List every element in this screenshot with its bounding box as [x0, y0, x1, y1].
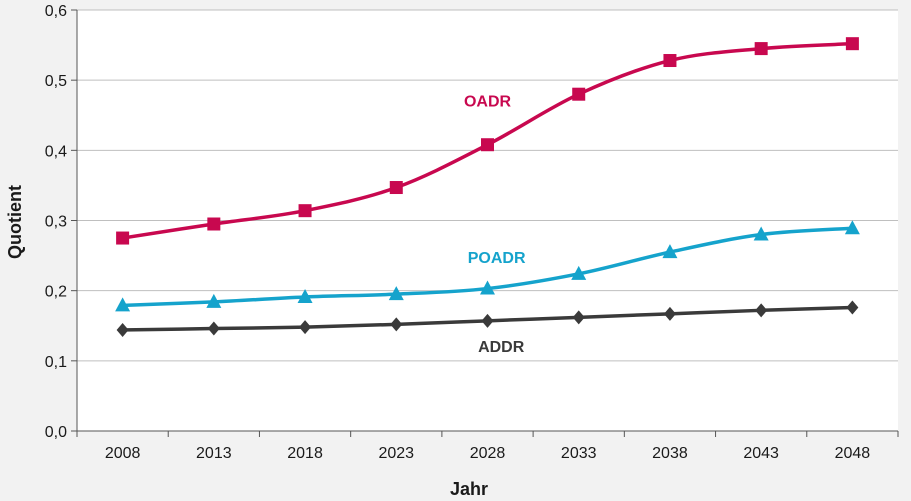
series-label-poadr: POADR: [468, 250, 526, 267]
data-point-oadr: [846, 37, 859, 50]
x-tick-label: 2018: [287, 445, 323, 462]
data-point-oadr: [663, 54, 676, 67]
x-axis-title: Jahr: [450, 479, 488, 499]
series-label-oadr: OADR: [464, 93, 512, 110]
x-tick-label: 2008: [105, 445, 141, 462]
y-tick-label: 0,0: [45, 424, 67, 441]
grid-lines: [77, 10, 898, 431]
data-point-oadr: [755, 42, 768, 55]
y-tick-label: 0,2: [45, 284, 67, 301]
data-point-oadr: [207, 218, 220, 231]
data-point-oadr: [572, 88, 585, 101]
line-chart: 0,0 0,1 0,2 0,3 0,4 0,5 0,6 2008 2013 2018 2023 202…: [0, 0, 911, 501]
x-tick-label: 2038: [652, 445, 688, 462]
x-tick-label: 2033: [561, 445, 597, 462]
y-axis-title: Quotient: [5, 185, 25, 259]
y-tick-label: 0,5: [45, 73, 67, 90]
data-point-oadr: [299, 204, 312, 217]
x-tick-label: 2028: [470, 445, 506, 462]
y-tick-label: 0,3: [45, 214, 67, 231]
x-tick-label: 2013: [196, 445, 232, 462]
data-point-oadr: [390, 181, 403, 194]
data-point-oadr: [481, 138, 494, 151]
data-point-oadr: [116, 232, 129, 245]
y-tick-label: 0,1: [45, 354, 67, 371]
x-tick-label: 2048: [835, 445, 871, 462]
y-tick-label: 0,6: [45, 3, 67, 20]
series-label-addr: ADDR: [478, 339, 525, 356]
x-tick-label: 2043: [743, 445, 779, 462]
chart-container: 0,0 0,1 0,2 0,3 0,4 0,5 0,6 2008 2013 2018 2023 202…: [0, 0, 911, 501]
y-tick-label: 0,4: [45, 143, 67, 160]
x-tick-label: 2023: [378, 445, 414, 462]
